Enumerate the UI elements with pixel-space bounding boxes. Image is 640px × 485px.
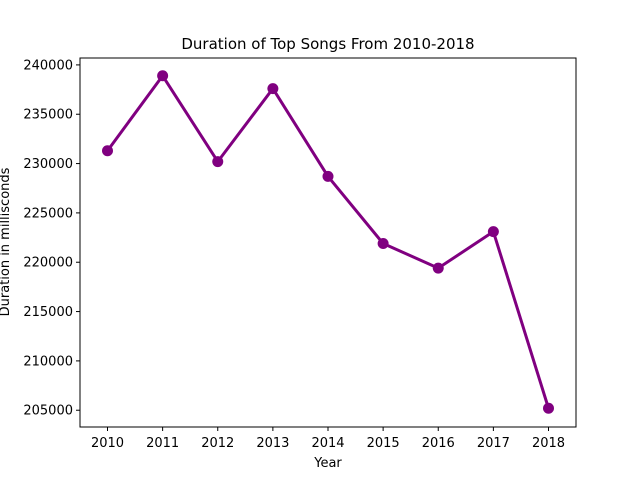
data-point-2012	[212, 156, 224, 168]
data-point-2015	[377, 237, 389, 249]
x-axis: 2010 2011 2012 2013 2014 2015 2016 2017 2018	[91, 427, 565, 451]
data-point-2010	[102, 145, 113, 157]
series-line	[106, 74, 550, 409]
plot-frame	[79, 57, 577, 428]
x-tick-label: 2017	[477, 436, 510, 451]
x-tick-label: 2016	[422, 436, 455, 451]
x-tick-label: 2012	[201, 436, 234, 451]
y-tick-label: 220000	[23, 256, 73, 271]
data-point-2017	[487, 226, 499, 238]
x-tick-label: 2014	[311, 436, 344, 451]
y-tick-label: 225000	[23, 206, 73, 221]
x-tick-label: 2015	[367, 436, 400, 451]
x-axis-label: Year	[313, 456, 342, 471]
y-tick-label: 230000	[23, 157, 73, 172]
series-layer	[102, 70, 554, 414]
y-tick-label: 215000	[23, 305, 73, 320]
data-point-2018	[543, 402, 554, 414]
y-axis: 205000 210000 215000 220000 225000 230000 2350…	[23, 58, 80, 419]
x-tick-label: 2018	[532, 436, 565, 451]
y-tick-label: 235000	[23, 108, 73, 123]
data-point-2016	[432, 262, 444, 274]
data-point-2011	[157, 70, 169, 82]
chart-title: Duration of Top Songs From 2010-2018	[181, 35, 474, 53]
y-tick-label: 240000	[23, 58, 73, 73]
y-axis-label: Duration in millisconds	[0, 167, 13, 316]
y-tick-label: 205000	[23, 404, 73, 419]
data-point-2014	[322, 170, 334, 182]
x-tick-label: 2010	[91, 436, 124, 451]
data-point-2013	[267, 83, 279, 95]
x-tick-label: 2011	[146, 436, 179, 451]
x-tick-label: 2013	[256, 436, 289, 451]
y-tick-label: 210000	[23, 354, 73, 369]
